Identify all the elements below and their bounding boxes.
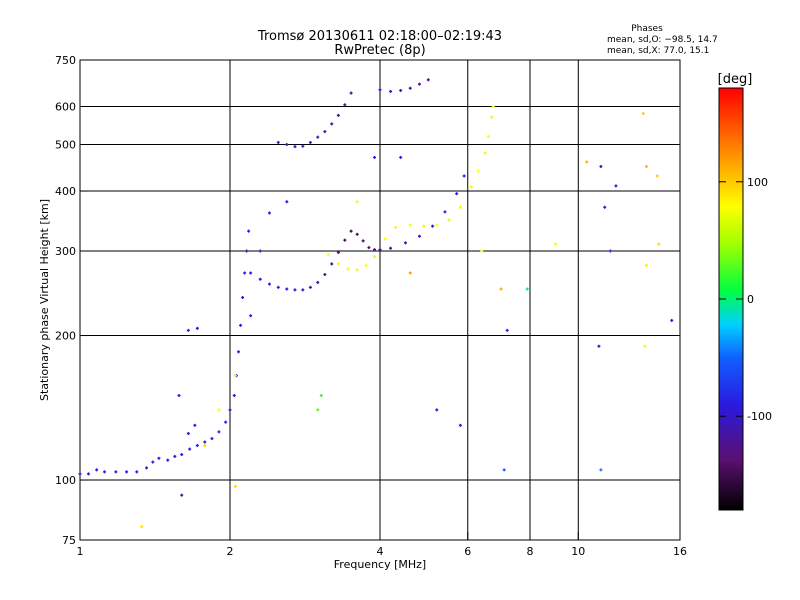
stats-heading: Phases xyxy=(631,24,663,34)
plot-area: 1 2 4 6 8 10 16 75 100 200 300 400 500 600 750 xyxy=(55,54,687,558)
y-tick-label: 400 xyxy=(55,185,76,198)
series-f1-x-trace xyxy=(326,105,495,272)
y-tick-label: 300 xyxy=(55,245,76,258)
x-tick-label: 4 xyxy=(377,545,384,558)
x-tick-label: 1 xyxy=(77,545,84,558)
colorbar-tick-label: 0 xyxy=(747,293,754,306)
series-f2-o-trace xyxy=(276,91,353,149)
series-f1-o-trace xyxy=(249,174,466,292)
colorbar-tick-label: -100 xyxy=(747,410,772,423)
series-e-region-trace xyxy=(78,229,251,476)
series-f2-upper-trace xyxy=(378,78,430,93)
colorbar-label: [deg] xyxy=(718,72,753,87)
y-tick-label: 200 xyxy=(55,330,76,343)
colorbar-ticks: 100 0 -100 xyxy=(719,176,772,423)
y-tick-label: 75 xyxy=(62,534,76,547)
series-scattered-echoes xyxy=(140,112,674,529)
y-tick-label: 600 xyxy=(55,101,76,114)
x-tick-label: 16 xyxy=(673,545,687,558)
x-tick-label: 10 xyxy=(571,545,585,558)
y-tick-label: 500 xyxy=(55,139,76,152)
stats-o-line: mean, sd,O: −98.5, 14.7 xyxy=(607,35,718,45)
x-tick-label: 2 xyxy=(227,545,234,558)
x-tick-label: 6 xyxy=(464,545,471,558)
y-tick-label: 100 xyxy=(55,474,76,487)
x-axis-label: Frequency [MHz] xyxy=(334,558,426,571)
x-tick-label: 8 xyxy=(527,545,534,558)
stats-x-line: mean, sd,X: 77.0, 15.1 xyxy=(607,46,709,56)
y-tick-label: 750 xyxy=(55,54,76,67)
colorbar-tick-label: 100 xyxy=(747,176,768,189)
y-axis-label: Stationary phase Virtual Height [km] xyxy=(38,199,51,401)
chart-title: Tromsø 20130611 02:18:00–02:19:43 xyxy=(257,29,502,44)
chart-subtitle: RwPretec (8p) xyxy=(334,43,425,58)
